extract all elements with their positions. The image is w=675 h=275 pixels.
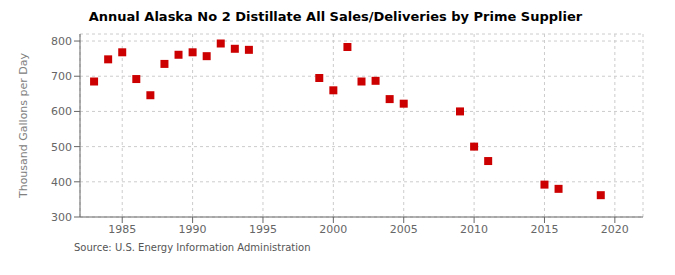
html-text:Source: U.S. Energy Informatio: Source: U.S. Energy Information Administ… bbox=[74, 242, 311, 253]
html-text:Annual Alaska No 2 Distillate: Annual Alaska No 2 Distillate All Sales/… bbox=[88, 9, 583, 24]
svg-text:800: 800 bbox=[51, 35, 72, 48]
svg-text:400: 400 bbox=[51, 176, 72, 189]
svg-text:700: 700 bbox=[51, 70, 72, 83]
svg-text:Thousand Gallons per Day: Thousand Gallons per Day bbox=[17, 52, 30, 199]
svg-text:2020: 2020 bbox=[601, 223, 629, 236]
svg-text:2005: 2005 bbox=[390, 223, 418, 236]
svg-text:2010: 2010 bbox=[460, 223, 488, 236]
svg-text:2015: 2015 bbox=[530, 223, 558, 236]
svg-text:1985: 1985 bbox=[108, 223, 136, 236]
svg-text:300: 300 bbox=[51, 211, 72, 224]
svg-text:1995: 1995 bbox=[249, 223, 277, 236]
svg-text:500: 500 bbox=[51, 141, 72, 154]
svg-text:1990: 1990 bbox=[179, 223, 207, 236]
svg-text:2000: 2000 bbox=[319, 223, 347, 236]
svg-text:600: 600 bbox=[51, 105, 72, 118]
